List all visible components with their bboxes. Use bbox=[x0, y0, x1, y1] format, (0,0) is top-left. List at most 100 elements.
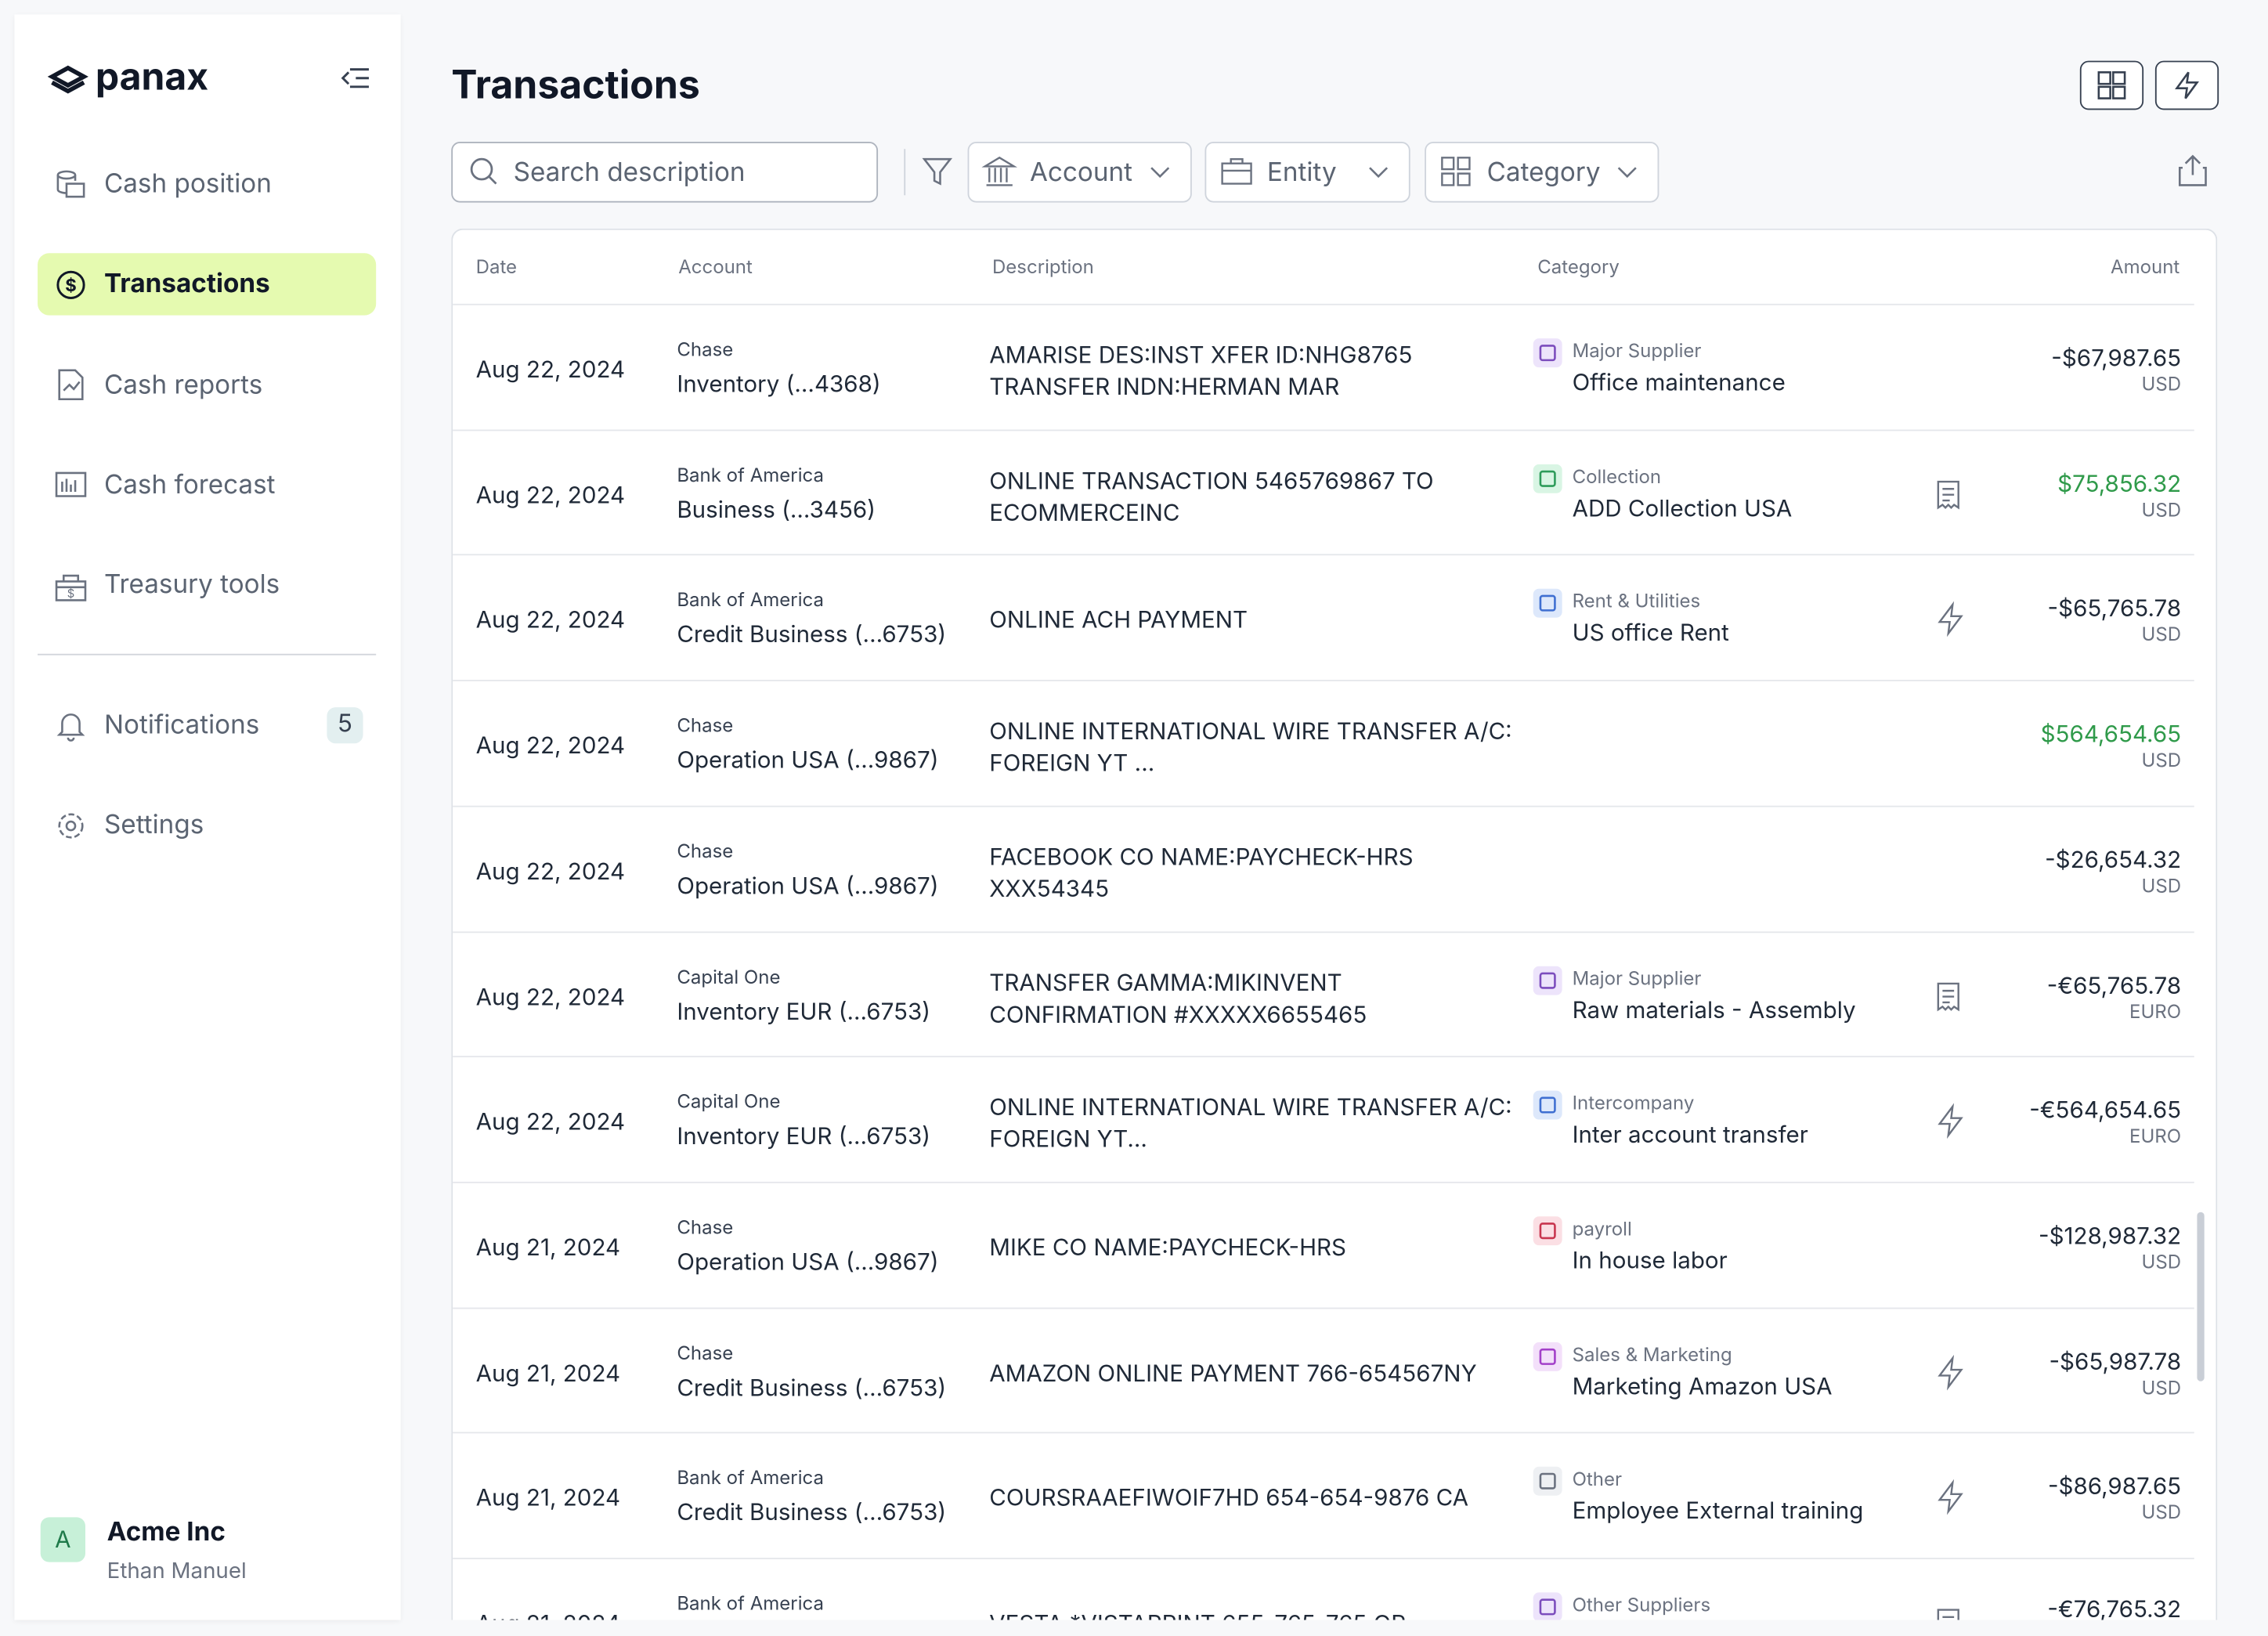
transaction-row[interactable]: Aug 21, 2024 Chase Credit Business (...675… bbox=[453, 1306, 2194, 1435]
account-name: Credit Business (...6753) bbox=[677, 1371, 947, 1401]
amount: -$128,987.32 bbox=[2038, 1220, 2182, 1250]
currency: USD bbox=[2141, 749, 2182, 773]
category-group: payroll bbox=[1572, 1217, 1632, 1241]
date: Aug 22, 2024 bbox=[475, 605, 626, 634]
scrollbar bbox=[2197, 1212, 2205, 1381]
currency: USD bbox=[2141, 623, 2182, 648]
transaction-row[interactable]: Aug 21, 2024 Bank of America Credit Busine… bbox=[453, 1432, 2194, 1560]
filter-icon bbox=[1441, 157, 1471, 186]
nav-icon: $ bbox=[55, 574, 87, 601]
transactions-table: Date Account Description Category Amount Aug … bbox=[451, 228, 2218, 1620]
category-icon bbox=[1533, 589, 1562, 619]
filter-button[interactable] bbox=[922, 157, 953, 186]
description: XXX54345 bbox=[989, 873, 1110, 903]
column-header: Category bbox=[1537, 255, 1620, 280]
account-name: Operation USA (...9867) bbox=[677, 745, 939, 775]
description: ECOMMERCEINC bbox=[989, 497, 1180, 526]
transaction-row[interactable]: Aug 22, 2024 Chase Operation USA (...9867)… bbox=[453, 680, 2194, 807]
amount: $75,856.32 bbox=[2057, 468, 2182, 497]
notifications-link[interactable]: Notifications 5 bbox=[38, 695, 376, 757]
export-button[interactable] bbox=[2178, 153, 2207, 188]
category-name: Office maintenance bbox=[1572, 367, 1786, 397]
description: AMAZON ONLINE PAYMENT 766-654567NY bbox=[989, 1357, 1477, 1387]
automation-icon bbox=[1938, 1354, 1963, 1390]
currency: USD bbox=[2141, 1501, 2182, 1526]
transaction-row[interactable]: Aug 21, 2024 Bank of America VESTA *VISTAP… bbox=[453, 1558, 2194, 1620]
date: Aug 21, 2024 bbox=[476, 1609, 620, 1620]
description: ONLINE INTERNATIONAL WIRE TRANSFER A/C: bbox=[989, 1092, 1512, 1121]
account-name: Credit Business (...6753) bbox=[677, 1497, 947, 1527]
bank-name: Chase bbox=[677, 1216, 734, 1240]
grid-view-button[interactable] bbox=[2079, 60, 2144, 110]
settings-link[interactable]: Settings bbox=[38, 794, 376, 856]
nav-label: Treasury tools bbox=[103, 570, 280, 601]
amount: -$86,987.65 bbox=[2047, 1471, 2182, 1501]
bank-name: Chase bbox=[677, 714, 734, 739]
brand: panax bbox=[95, 55, 209, 100]
date: Aug 22, 2024 bbox=[475, 855, 626, 885]
nav-item[interactable]: Cash reports bbox=[38, 354, 376, 416]
automation-button[interactable] bbox=[2154, 60, 2219, 110]
amount: -€76,765.32 bbox=[2047, 1594, 2182, 1620]
nav-icon bbox=[56, 169, 85, 197]
receipt-button bbox=[1937, 981, 1959, 1011]
search-icon bbox=[470, 157, 497, 185]
category-name: Inter account transfer bbox=[1572, 1119, 1808, 1149]
column-header: Account bbox=[678, 255, 753, 280]
filter-dropdown[interactable]: Category bbox=[1425, 141, 1659, 203]
transaction-row[interactable]: Aug 22, 2024 Bank of America Business (...… bbox=[453, 428, 2194, 557]
currency: USD bbox=[2141, 373, 2182, 397]
user-name: Ethan Manuel bbox=[107, 1556, 247, 1584]
date: Aug 21, 2024 bbox=[475, 1357, 621, 1387]
currency: USD bbox=[2141, 1251, 2182, 1274]
filter-dropdown[interactable]: Account bbox=[967, 141, 1192, 203]
currency: USD bbox=[2141, 498, 2182, 522]
transaction-row[interactable]: Aug 22, 2024 Chase Inventory (...4368) AMAR… bbox=[453, 303, 2194, 432]
bank-name: Chase bbox=[677, 1342, 734, 1365]
date: Aug 22, 2024 bbox=[475, 354, 626, 384]
nav-item[interactable]: Cash forecast bbox=[38, 454, 376, 516]
transaction-row[interactable]: Aug 22, 2024 Bank of America Credit Busine… bbox=[453, 554, 2194, 682]
transaction-row[interactable]: Aug 21, 2024 Chase Operation USA (...9867)… bbox=[453, 1181, 2194, 1309]
transaction-row[interactable]: Aug 22, 2024 Capital One Inventory EUR (..… bbox=[453, 1056, 2194, 1184]
filter-icon bbox=[981, 156, 1018, 186]
account-name: Operation USA (...9867) bbox=[677, 870, 939, 900]
filter-label: Account bbox=[1029, 157, 1133, 188]
chevron-icon bbox=[1617, 167, 1637, 179]
svg-text:$: $ bbox=[67, 586, 74, 600]
logo-icon bbox=[47, 65, 88, 94]
account-name: Credit Business (...6753) bbox=[677, 619, 947, 649]
bank-name: Bank of America bbox=[677, 589, 824, 612]
bank-name: Capital One bbox=[677, 965, 781, 989]
settings-label: Settings bbox=[103, 810, 204, 841]
collapse-button[interactable] bbox=[341, 67, 370, 90]
automation-icon bbox=[1938, 601, 1963, 638]
description: COURSRAAEFIWOIF7HD 654-654-9876 CA bbox=[989, 1483, 1469, 1512]
amount: -$26,654.32 bbox=[2045, 844, 2182, 874]
currency: EURO bbox=[2129, 1000, 2182, 1024]
description: FACEBOOK CO NAME:PAYCHECK-HRS bbox=[989, 841, 1414, 871]
automation-icon bbox=[1938, 1479, 1963, 1515]
category-group: Major Supplier bbox=[1572, 966, 1702, 991]
nav-label: Transactions bbox=[103, 269, 270, 300]
nav-item[interactable]: $ Transactions bbox=[38, 253, 377, 316]
nav-label: Cash position bbox=[103, 169, 272, 200]
chevron-icon bbox=[1150, 167, 1170, 179]
divider bbox=[38, 653, 377, 655]
date: Aug 21, 2024 bbox=[475, 1232, 621, 1262]
search-input[interactable]: Search description bbox=[451, 141, 879, 203]
bolt-icon bbox=[2175, 71, 2199, 99]
nav-item[interactable]: Cash position bbox=[38, 153, 376, 215]
category-group: Other bbox=[1572, 1468, 1623, 1492]
automation-icon bbox=[1938, 1103, 1963, 1139]
gear-icon bbox=[58, 812, 84, 838]
nav-label: Cash reports bbox=[103, 370, 263, 400]
nav-item[interactable]: $ Treasury tools bbox=[38, 554, 376, 616]
filter-dropdown[interactable]: Entity bbox=[1204, 141, 1410, 203]
sidebar: panax Cash position $ Transactions Cash rep… bbox=[14, 14, 401, 1620]
transaction-row[interactable]: Aug 22, 2024 Capital One Inventory EUR (..… bbox=[453, 930, 2194, 1058]
category-group: Intercompany bbox=[1572, 1092, 1695, 1116]
transaction-row[interactable]: Aug 22, 2024 Chase Operation USA (...9867)… bbox=[453, 805, 2194, 933]
bank-name: Bank of America bbox=[677, 1592, 824, 1616]
notifications-label: Notifications bbox=[103, 710, 260, 741]
